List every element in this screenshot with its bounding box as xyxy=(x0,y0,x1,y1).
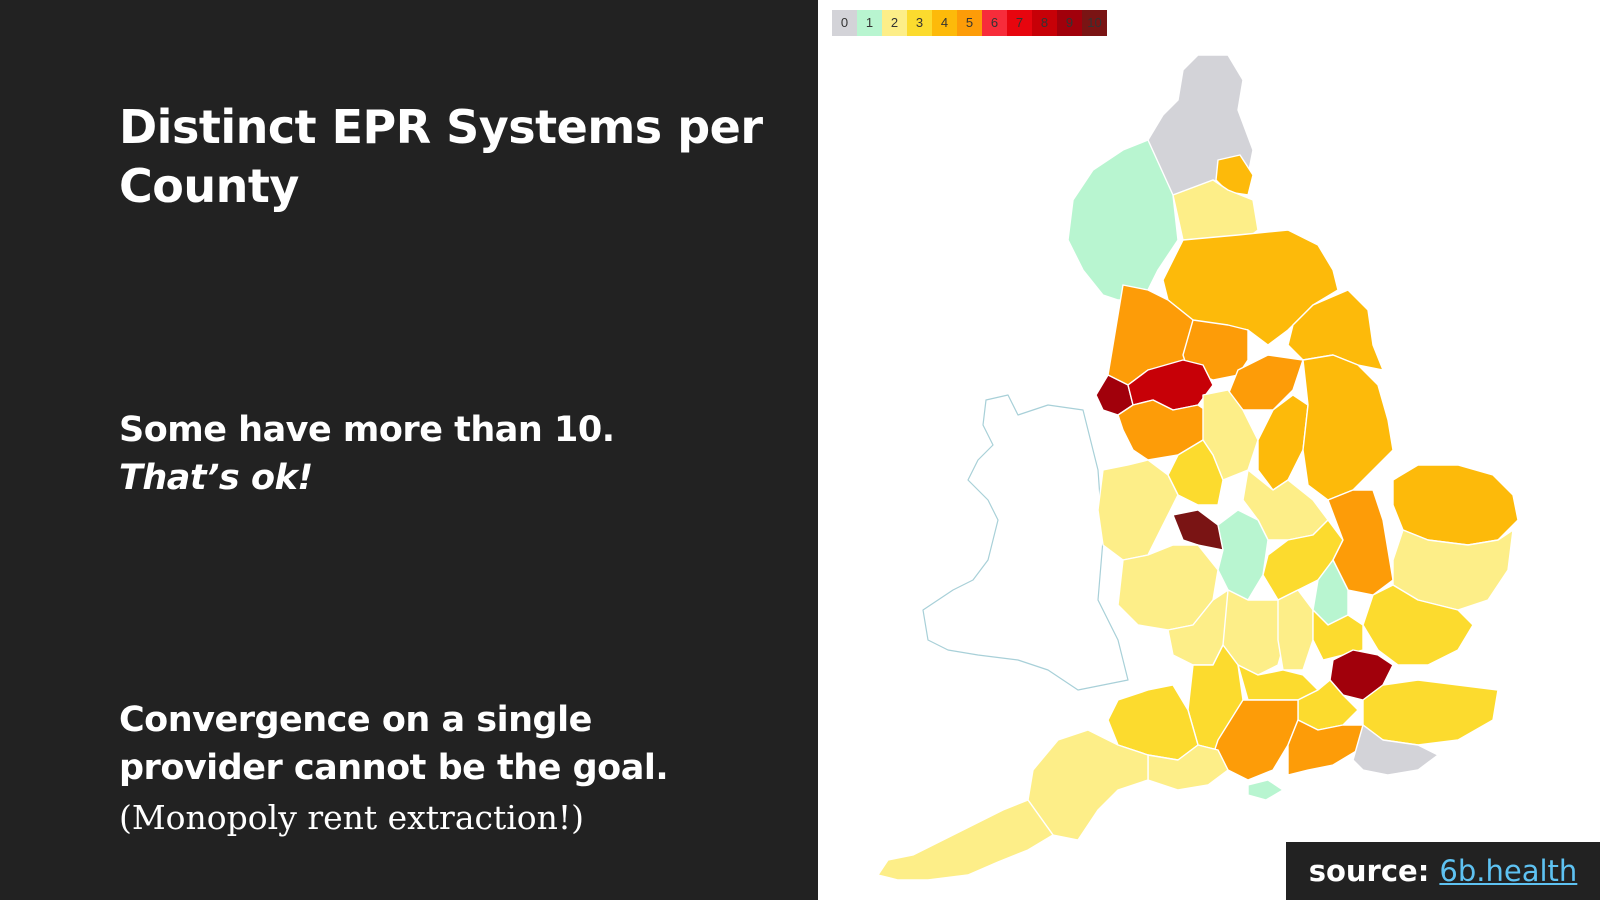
county-cornwall xyxy=(877,799,1054,881)
point1-line2: That’s ok! xyxy=(119,458,313,498)
county-lincolnshire xyxy=(1302,354,1394,501)
legend-swatch-2: 2 xyxy=(882,10,907,36)
point2-line1: Convergence on a single xyxy=(119,700,592,740)
source-label: source: xyxy=(1308,854,1430,888)
county-hertfordshire xyxy=(1312,609,1364,661)
legend-swatch-4: 4 xyxy=(932,10,957,36)
county-west-sussex xyxy=(1287,719,1364,776)
county-kent xyxy=(1362,679,1499,746)
text-panel: Distinct EPR Systems per County Some hav… xyxy=(0,0,818,900)
point2-line2: provider cannot be the goal. xyxy=(119,748,669,788)
county-suffolk xyxy=(1392,529,1514,611)
county-tyne-wear xyxy=(1215,154,1254,196)
legend-swatch-5: 5 xyxy=(957,10,982,36)
legend-swatch-3: 3 xyxy=(907,10,932,36)
county-east-sussex xyxy=(1352,724,1439,776)
legend-swatch-10: 10 xyxy=(1082,10,1107,36)
county-warwickshire xyxy=(1217,509,1269,601)
legend-swatch-8: 8 xyxy=(1032,10,1057,36)
county-berkshire xyxy=(1237,664,1319,701)
legend-swatch-6: 6 xyxy=(982,10,1007,36)
legend-swatch-1: 1 xyxy=(857,10,882,36)
source-credit: source: 6b.health xyxy=(1286,842,1600,900)
county-essex xyxy=(1362,584,1474,666)
slide-title: Distinct EPR Systems per County xyxy=(119,100,763,213)
map-panel: 0 1 2 3 4 5 6 7 8 9 10 xyxy=(818,0,1600,900)
county-cumbria xyxy=(1067,139,1179,301)
county-isle-of-wight xyxy=(1247,779,1284,801)
point-more-than-ten: Some have more than 10. That’s ok! xyxy=(119,406,799,502)
legend-swatch-0: 0 xyxy=(832,10,857,36)
county-shropshire xyxy=(1097,459,1179,561)
legend-swatch-9: 9 xyxy=(1057,10,1082,36)
county-buckinghamshire xyxy=(1277,589,1314,671)
county-devon xyxy=(1027,729,1149,841)
source-link[interactable]: 6b.health xyxy=(1439,854,1578,888)
color-legend: 0 1 2 3 4 5 6 7 8 9 10 xyxy=(832,10,1107,36)
point-convergence: Convergence on a single provider cannot … xyxy=(119,696,799,842)
point2-note: (Monopoly rent extraction!) xyxy=(119,798,585,837)
point1-line1: Some have more than 10. xyxy=(119,410,615,450)
wales-outline xyxy=(922,394,1129,691)
county-choropleth-map xyxy=(877,54,1519,881)
county-dorset xyxy=(1147,744,1229,791)
legend-swatch-7: 7 xyxy=(1007,10,1032,36)
county-norfolk xyxy=(1392,464,1519,546)
